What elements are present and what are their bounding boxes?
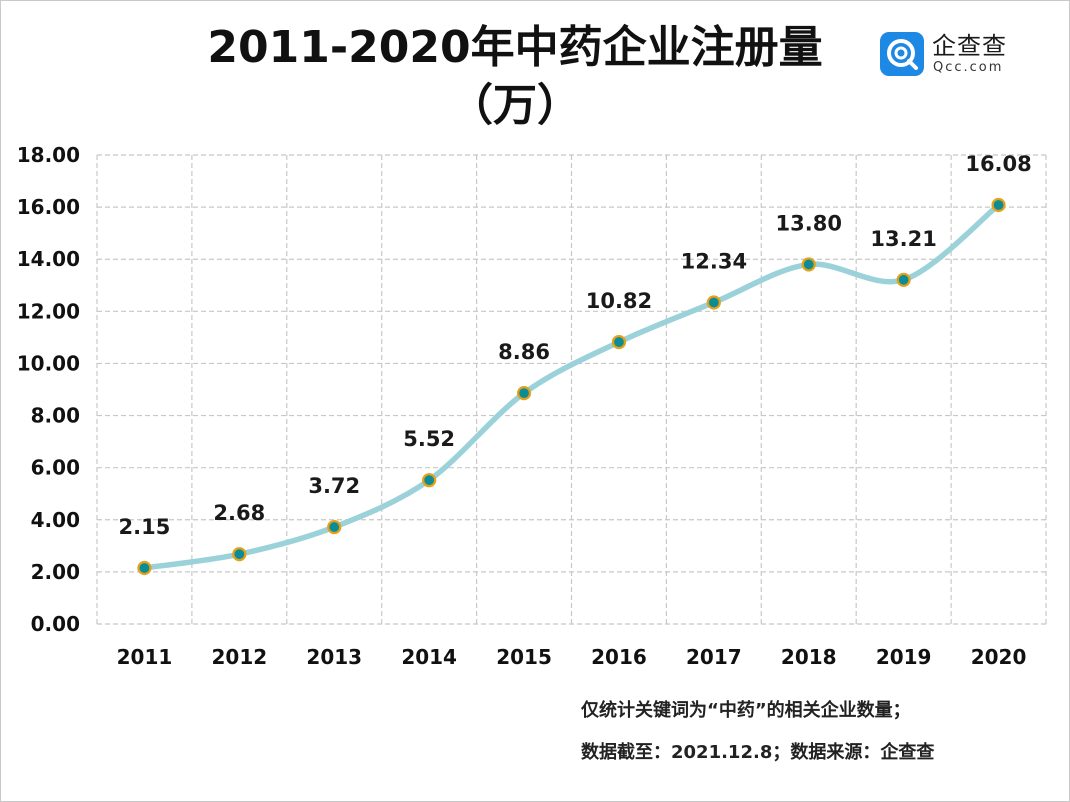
y-tick-label: 0.00	[31, 612, 80, 636]
logo-name: 企查查	[932, 32, 1007, 60]
data-label: 3.72	[308, 474, 360, 498]
qcc-logo: 企查查 Qcc.com	[880, 32, 1020, 78]
data-point	[706, 295, 721, 310]
data-point	[611, 334, 627, 350]
data-point	[801, 257, 816, 272]
qcc-logo-icon	[880, 32, 924, 76]
data-point	[232, 547, 247, 562]
logo-domain: Qcc.com	[933, 60, 1004, 75]
x-tick-label: 2018	[781, 645, 837, 669]
series-line	[141, 202, 1002, 571]
data-point	[422, 473, 437, 488]
y-tick-label: 18.00	[17, 143, 80, 167]
x-tick-label: 2017	[686, 645, 742, 669]
x-tick-label: 2012	[212, 645, 268, 669]
x-tick-label: 2019	[876, 645, 932, 669]
y-tick-label: 6.00	[31, 456, 80, 480]
data-label: 5.52	[403, 427, 455, 451]
y-tick-label: 8.00	[31, 404, 80, 428]
chart-unit-label: （万）	[449, 80, 581, 131]
y-tick-label: 4.00	[31, 508, 80, 532]
y-tick-label: 12.00	[17, 299, 80, 323]
data-point	[991, 197, 1006, 213]
x-tick-label: 2016	[591, 645, 647, 669]
x-tick-label: 2014	[401, 645, 457, 669]
data-label: 2.68	[213, 501, 265, 525]
data-point	[137, 560, 152, 576]
x-tick-label: 2013	[306, 645, 362, 669]
data-point	[896, 272, 911, 287]
data-label: 12.34	[681, 249, 747, 273]
data-label: 10.82	[586, 289, 652, 313]
x-tick-label: 2015	[496, 645, 552, 669]
y-tick-label: 2.00	[31, 560, 80, 584]
data-label: 16.08	[965, 152, 1031, 176]
y-tick-label: 14.00	[17, 247, 80, 271]
data-point	[516, 386, 532, 401]
footnote-source: 数据截至：2021.12.8；数据来源：企查查	[581, 742, 935, 763]
x-tick-label: 2020	[971, 645, 1027, 669]
x-tick-label: 2011	[117, 645, 173, 669]
data-point	[327, 519, 342, 535]
y-tick-label: 16.00	[17, 195, 80, 219]
footnote-scope: 仅统计关键词为“中药”的相关企业数量；	[581, 700, 911, 721]
data-label: 13.80	[776, 211, 842, 235]
data-label: 2.15	[119, 515, 171, 539]
data-label: 13.21	[870, 227, 936, 251]
y-tick-label: 10.00	[17, 351, 80, 375]
data-label: 8.86	[498, 340, 550, 364]
chart-title: 2011-2020年中药企业注册量	[207, 22, 823, 73]
